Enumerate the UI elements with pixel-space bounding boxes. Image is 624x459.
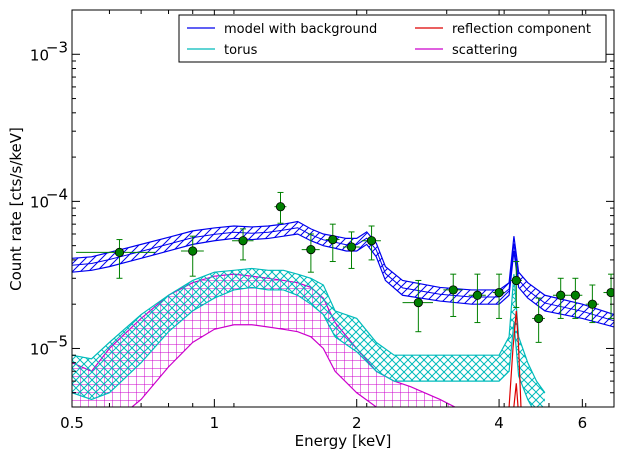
data-marker xyxy=(366,236,377,246)
data-point xyxy=(585,284,599,324)
y-tick-label: 10 xyxy=(30,340,49,358)
data-marker xyxy=(587,299,597,309)
y-tick-label: 10 xyxy=(30,46,49,64)
data-point xyxy=(492,273,506,319)
lower-line-scattering xyxy=(130,324,378,407)
data-point xyxy=(402,279,434,333)
x-tick-label: 4 xyxy=(494,414,504,432)
data-marker xyxy=(606,287,614,298)
band-torus xyxy=(72,268,545,407)
y-tick-label: 10 xyxy=(30,193,49,211)
legend-box xyxy=(178,14,607,63)
x-tick-label: 0.5 xyxy=(60,414,84,432)
legend-label-scattering: scattering xyxy=(452,43,518,58)
lower-line-reflection-component xyxy=(513,383,519,407)
data-point xyxy=(232,228,254,261)
data-point xyxy=(443,273,463,317)
data-point xyxy=(301,233,320,273)
data-point xyxy=(76,239,156,279)
data-point xyxy=(325,223,340,263)
data-point xyxy=(603,273,614,319)
x-axis-label: Energy [keV] xyxy=(295,432,392,450)
data-marker xyxy=(556,290,566,300)
data-point xyxy=(510,261,522,308)
y-tick-exponent: −4 xyxy=(46,185,68,203)
upper-line-torus xyxy=(72,267,546,394)
data-marker xyxy=(448,285,458,295)
data-marker xyxy=(534,313,544,324)
data-point xyxy=(180,235,204,277)
data-marker xyxy=(238,236,248,246)
data-marker xyxy=(188,246,198,256)
series-layer xyxy=(72,220,614,407)
plot-frame xyxy=(71,9,615,408)
legend-label-reflection-component: reflection component xyxy=(452,22,591,37)
y-tick-exponent: −3 xyxy=(46,38,68,56)
upper-line-model-with-background xyxy=(72,220,614,316)
data-marker xyxy=(306,245,316,255)
lower-line-torus xyxy=(72,286,533,407)
data-points-layer xyxy=(76,191,614,343)
data-marker xyxy=(275,202,286,212)
data-point xyxy=(568,277,583,319)
data-marker xyxy=(346,242,357,252)
data-marker xyxy=(413,298,423,308)
legend: model with background reflection componen… xyxy=(178,14,607,63)
x-tick-label: 6 xyxy=(578,414,588,432)
data-marker xyxy=(570,290,580,300)
data-marker xyxy=(114,247,125,257)
upper-line-reflection-component xyxy=(508,310,522,407)
data-point xyxy=(468,273,486,324)
data-point xyxy=(532,297,545,343)
x-tick-label: 2 xyxy=(352,414,362,432)
data-marker xyxy=(511,275,521,286)
data-point xyxy=(361,225,381,261)
data-marker xyxy=(328,234,338,245)
data-point xyxy=(274,191,287,224)
band-model-with-background xyxy=(72,221,614,327)
y-axis-label: Count rate [cts/s/keV] xyxy=(7,127,25,291)
y-tick-exponent: −5 xyxy=(46,332,68,350)
data-marker xyxy=(494,287,504,298)
data-point xyxy=(552,277,569,319)
x-tick-label: 1 xyxy=(210,414,220,432)
legend-label-model-with-background: model with background xyxy=(224,22,377,37)
data-marker xyxy=(472,290,483,300)
data-point xyxy=(342,231,360,269)
legend-label-torus: torus xyxy=(224,43,258,58)
